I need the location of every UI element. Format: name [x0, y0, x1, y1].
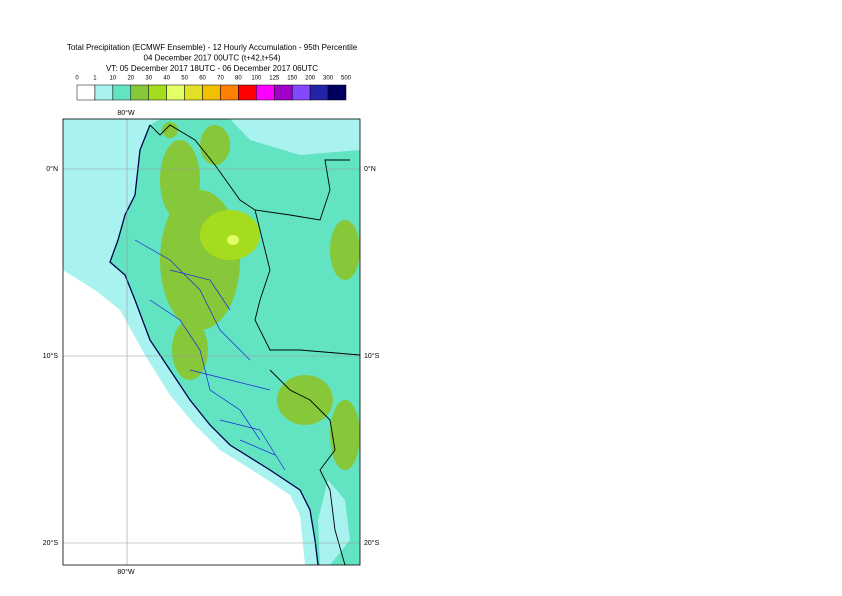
lat-label: 10°S [364, 352, 380, 360]
lon-label: 80°W [117, 109, 135, 117]
legend-label: 200 [305, 76, 316, 82]
rain-area [200, 125, 230, 165]
legend-label: 0 [75, 76, 79, 82]
legend-swatch [309, 84, 329, 101]
legend-label: 100 [251, 76, 262, 82]
legend-swatch [130, 84, 149, 101]
map-frame [62, 118, 361, 566]
legend-swatch [166, 84, 185, 101]
regions [134, 239, 286, 471]
legend-swatch [184, 84, 203, 101]
borders [149, 124, 360, 565]
legend-swatch [76, 84, 96, 101]
legend-label: 30 [145, 76, 152, 82]
legend-swatch [256, 84, 275, 101]
legend: 0 1 10 20 30 40 50 60 70 80 100 125 150 200 300 500 [75, 76, 352, 101]
lat-label: 0°N [364, 165, 376, 173]
rain-area [172, 320, 208, 380]
rain-area [277, 375, 333, 425]
rain-area [162, 122, 178, 138]
legend-label: 40 [163, 76, 170, 82]
dry-ocean [63, 270, 305, 565]
legend-label: 80 [235, 76, 242, 82]
legend-label: 125 [269, 76, 280, 82]
rain-area [160, 140, 200, 220]
legend-label: 70 [217, 76, 224, 82]
legend-swatch [202, 84, 221, 101]
lat-label: 0°N [46, 165, 58, 173]
legend-swatch [238, 84, 257, 101]
lon-label: 80°W [117, 568, 135, 576]
legend-swatch [94, 84, 114, 101]
legend-swatch [148, 84, 167, 101]
titles: Total Precipitation (ECMWF Ensemble) - 1… [67, 43, 358, 73]
legend-label: 10 [110, 76, 117, 82]
legend-label: 60 [199, 76, 206, 82]
graticule [63, 119, 360, 565]
legend-label: 300 [323, 76, 334, 82]
legend-label: 500 [341, 76, 352, 82]
legend-swatch [220, 84, 239, 101]
legend-label: 150 [287, 76, 298, 82]
rain-area [330, 400, 360, 470]
title-line: Total Precipitation (ECMWF Ensemble) - 1… [67, 43, 358, 52]
lat-label: 20°S [43, 539, 59, 547]
legend-label: 1 [93, 76, 97, 82]
legend-swatch [327, 84, 347, 101]
legend-swatch [291, 84, 311, 101]
legend-swatch [112, 84, 132, 101]
lat-label: 10°S [43, 352, 59, 360]
lat-label: 20°S [364, 539, 380, 547]
rain-area [227, 235, 239, 245]
title-line: VT: 05 December 2017 18UTC - 06 December… [106, 64, 318, 73]
legend-swatch [274, 84, 293, 101]
rain-area [330, 220, 360, 280]
light-area [230, 119, 360, 155]
rain-area [200, 210, 260, 260]
legend-label: 20 [127, 76, 134, 82]
coastline [109, 124, 319, 565]
title-line: 04 December 2017 00UTC (t+42,t+54) [144, 54, 281, 63]
legend-label: 50 [181, 76, 188, 82]
map-area [63, 119, 360, 565]
